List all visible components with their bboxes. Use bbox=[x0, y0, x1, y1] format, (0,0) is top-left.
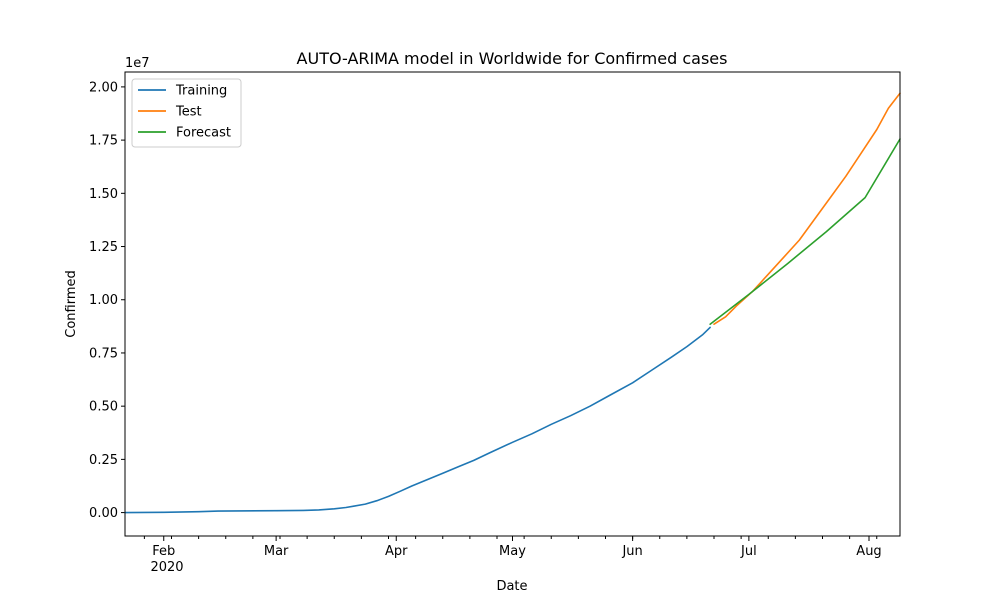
y-tick-label: 0.75 bbox=[89, 346, 118, 361]
series-line-test bbox=[713, 92, 901, 326]
chart-title: AUTO-ARIMA model in Worldwide for Confir… bbox=[297, 49, 728, 68]
series-layer bbox=[124, 92, 901, 514]
x-tick-label: Jul bbox=[740, 544, 757, 559]
y-tick-label: 1.00 bbox=[89, 293, 118, 308]
y-tick-label: 0.50 bbox=[89, 400, 118, 415]
series-line-training bbox=[124, 326, 711, 514]
y-tick-label: 1.25 bbox=[89, 240, 118, 255]
y-axis-ticks: 0.00 0.25 0.50 0.75 1.00 1.25 1.50 1.75 2.00 bbox=[89, 80, 125, 521]
y-tick-label: 1.50 bbox=[89, 187, 118, 202]
plot-area-frame bbox=[124, 71, 901, 537]
x-axis-year-label: 2020 bbox=[150, 560, 183, 575]
x-axis-ticks: Feb Mar Apr May Jun Jul Aug bbox=[143, 536, 882, 559]
y-axis-label: Confirmed bbox=[64, 270, 79, 338]
legend: Training Test Forecast bbox=[131, 78, 242, 148]
x-axis-label: Date bbox=[496, 579, 527, 594]
x-tick-label: Feb bbox=[152, 544, 175, 559]
legend-label-forecast: Forecast bbox=[176, 126, 231, 141]
x-tick-label: Apr bbox=[385, 544, 408, 559]
y-tick-label: 0.25 bbox=[89, 453, 118, 468]
y-axis-offset-label: 1e7 bbox=[125, 56, 150, 71]
legend-label-test: Test bbox=[175, 105, 202, 120]
y-tick-label: 0.00 bbox=[89, 506, 118, 521]
x-tick-label: Aug bbox=[856, 544, 881, 559]
legend-label-training: Training bbox=[175, 84, 227, 99]
x-tick-label: Jun bbox=[621, 544, 642, 559]
x-tick-label: Mar bbox=[264, 544, 289, 559]
y-tick-label: 1.75 bbox=[89, 134, 118, 149]
series-line-forecast bbox=[709, 138, 901, 326]
y-tick-label: 2.00 bbox=[89, 80, 118, 95]
x-tick-label: May bbox=[499, 544, 526, 559]
legend-box bbox=[131, 78, 242, 148]
